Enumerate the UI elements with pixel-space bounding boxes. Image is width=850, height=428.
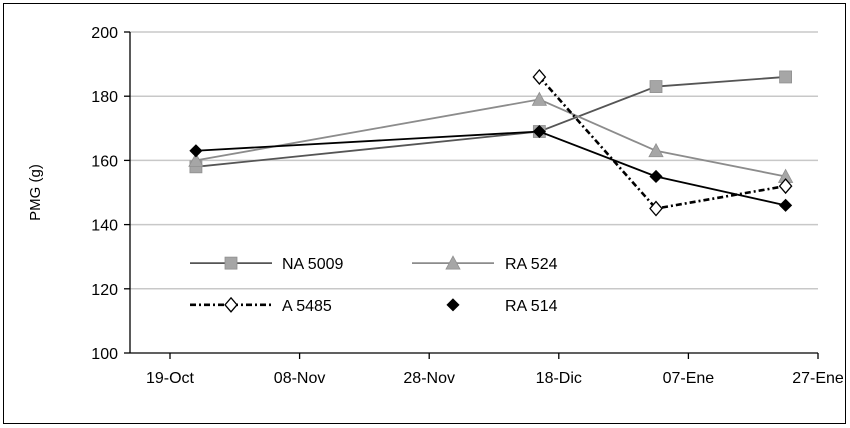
series-line xyxy=(195,98,786,178)
data-point xyxy=(649,169,663,184)
chart-frame xyxy=(3,3,846,424)
legend-label: RA 524 xyxy=(505,256,558,273)
legend-marker xyxy=(224,256,238,270)
legend: NA 5009 RA 524 A 5485 RA 514 xyxy=(190,255,558,315)
y-tick-label: 140 xyxy=(91,218,118,235)
legend-label: RA 514 xyxy=(505,298,558,315)
series-line xyxy=(538,76,786,210)
legend-marker xyxy=(445,255,461,270)
series-layer xyxy=(188,68,794,217)
y-tick-label: 120 xyxy=(91,282,118,299)
axes xyxy=(124,31,819,359)
data-point xyxy=(648,142,664,158)
x-tick-label: 19-Oct xyxy=(146,370,195,387)
legend-marker xyxy=(224,296,238,313)
y-tick-labels: 100 120 140 160 180 200 xyxy=(91,25,118,363)
x-tick-label: 07-Ene xyxy=(663,370,715,387)
gridlines xyxy=(130,31,818,290)
y-tick-label: 100 xyxy=(91,346,118,363)
x-tick-labels: 19-Oct 08-Nov 28-Nov 18-Dic 07-Ene 27-Ene xyxy=(146,370,844,387)
x-tick-label: 28-Nov xyxy=(403,370,455,387)
x-tick-label: 18-Dic xyxy=(536,370,582,387)
data-point xyxy=(779,70,792,84)
legend-marker xyxy=(446,298,460,312)
data-point xyxy=(531,91,548,106)
data-point xyxy=(189,144,203,158)
x-tick-label: 08-Nov xyxy=(274,370,326,387)
data-point xyxy=(649,80,663,93)
legend-label: NA 5009 xyxy=(282,256,343,273)
y-tick-label: 200 xyxy=(91,25,118,42)
legend-label: A 5485 xyxy=(282,298,332,315)
data-point xyxy=(532,124,546,139)
y-tick-label: 180 xyxy=(91,89,118,106)
y-axis-title: PMG (g) xyxy=(27,164,44,221)
series-line xyxy=(195,130,786,207)
data-point xyxy=(778,178,793,195)
x-tick-label: 27-Ene xyxy=(792,370,844,387)
data-point xyxy=(779,198,793,212)
data-point xyxy=(188,152,204,167)
series-line xyxy=(195,76,786,168)
data-point xyxy=(532,68,547,85)
y-tick-label: 160 xyxy=(91,153,118,170)
data-point xyxy=(649,200,663,217)
